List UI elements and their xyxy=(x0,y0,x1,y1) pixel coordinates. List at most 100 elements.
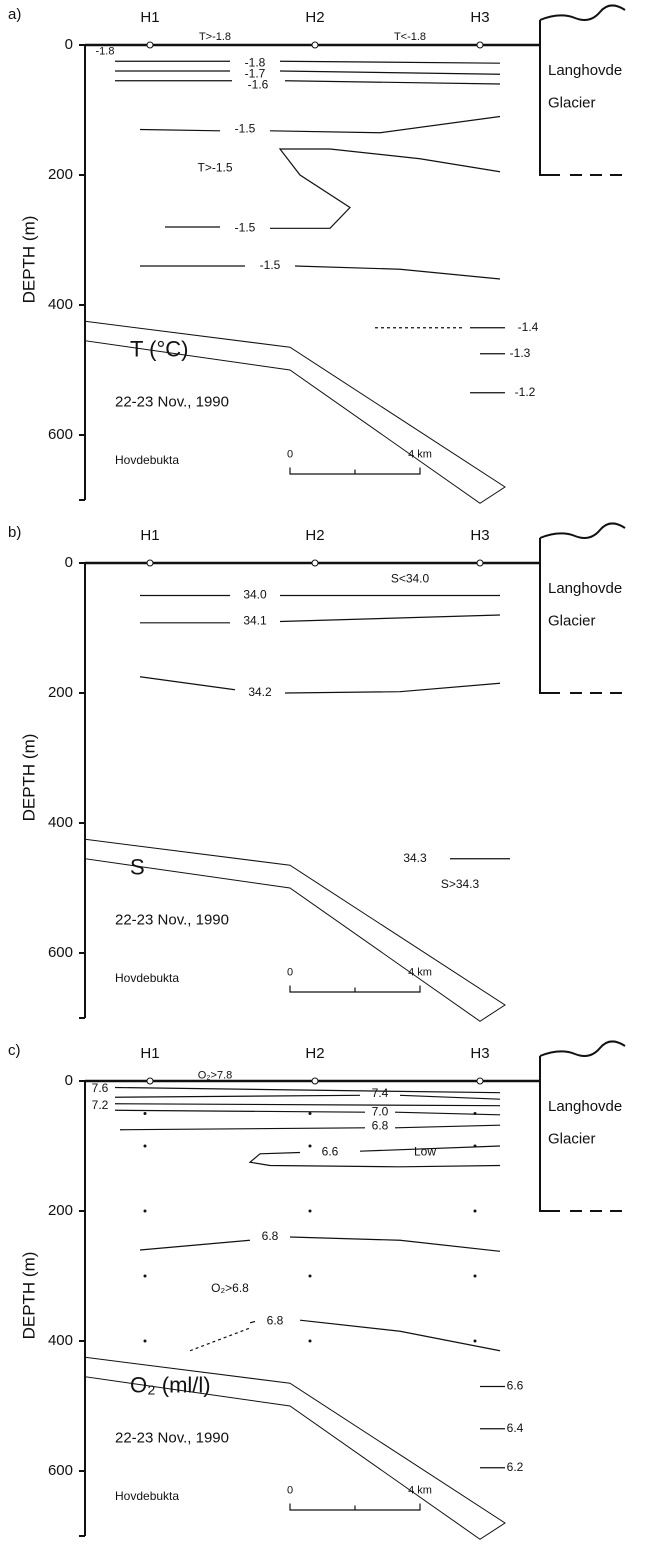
place-label: Hovdebukta xyxy=(115,971,179,985)
tick-label: 0 xyxy=(65,36,73,53)
date-label: 22-23 Nov., 1990 xyxy=(115,393,229,410)
tick-label: 400 xyxy=(48,1332,73,1349)
contour-label: -1.2 xyxy=(515,385,536,399)
sample-dot xyxy=(143,1112,147,1115)
station-label: H2 xyxy=(305,1045,324,1062)
contour-label: 34.1 xyxy=(243,614,267,628)
panel-letter: a) xyxy=(8,6,21,23)
contour-label: 6.8 xyxy=(372,1119,389,1133)
contour xyxy=(359,1145,501,1152)
contour-label: O₂>6.8 xyxy=(211,1281,249,1295)
sea-floor xyxy=(84,838,506,1022)
tick-label: 400 xyxy=(48,296,73,313)
contour-label: 6.4 xyxy=(507,1421,524,1435)
glacier-label: Langhovde xyxy=(548,580,622,597)
contour-label: -1.4 xyxy=(518,320,539,334)
contour-label: T>-1.8 xyxy=(199,31,231,43)
sample-dot xyxy=(143,1209,147,1213)
axis-label: DEPTH (m) xyxy=(19,1252,38,1340)
contour xyxy=(394,1111,501,1116)
panel-letter: b) xyxy=(8,524,21,541)
contour xyxy=(249,1320,256,1324)
scale-label: 4 km xyxy=(408,1484,432,1496)
contour-label: 6.2 xyxy=(507,1460,524,1474)
station xyxy=(476,1077,484,1085)
date-label: 22-23 Nov., 1990 xyxy=(115,911,229,928)
station-label: H2 xyxy=(305,9,324,26)
sea-floor xyxy=(84,320,506,504)
contour-label: 7.6 xyxy=(92,1081,109,1095)
contour xyxy=(299,1319,501,1352)
contour-label: O₂>7.8 xyxy=(198,1070,233,1082)
scale-bar xyxy=(289,985,421,993)
sample-dot xyxy=(308,1144,312,1148)
glacier-label: Glacier xyxy=(548,612,596,629)
contour-label: -1.5 xyxy=(260,258,281,272)
contour-label: 34.0 xyxy=(243,588,267,602)
scale-bar xyxy=(289,1503,421,1511)
contour-label: 6.6 xyxy=(507,1379,524,1393)
station xyxy=(146,1077,154,1085)
station xyxy=(146,41,154,49)
contour xyxy=(269,115,501,134)
contour-label: 7.0 xyxy=(372,1104,389,1118)
scale-label: 4 km xyxy=(408,966,432,978)
tick-label: 0 xyxy=(65,1072,73,1089)
sample-dot xyxy=(473,1339,477,1343)
contour-label: T<-1.8 xyxy=(394,31,426,43)
glacier-label: Glacier xyxy=(548,1130,596,1147)
contour xyxy=(114,1109,366,1113)
contour-label: Low xyxy=(414,1145,436,1159)
station-label: H1 xyxy=(140,527,159,544)
glacier-label: Langhovde xyxy=(548,62,622,79)
contour xyxy=(248,1151,501,1168)
contour xyxy=(139,1239,251,1251)
panel: b) 0 200 400 600 DEPTH (m) H1 H2 H3 Langhovde Glac… xyxy=(8,522,630,1022)
contour xyxy=(279,614,501,623)
contour xyxy=(284,80,501,85)
sample-dot xyxy=(143,1339,147,1343)
contour-label: 34.2 xyxy=(248,685,272,699)
scale-label: 0 xyxy=(287,966,293,978)
variable-label: O₂ (ml/l) xyxy=(130,1372,211,1397)
contour xyxy=(284,682,501,694)
glacier xyxy=(539,1040,626,1212)
sample-dot xyxy=(473,1209,477,1213)
tick-label: 200 xyxy=(48,684,73,701)
contour-label: -1.8 xyxy=(245,55,266,69)
sample-dot xyxy=(308,1274,312,1278)
station-label: H2 xyxy=(305,527,324,544)
tick-label: 400 xyxy=(48,814,73,831)
station xyxy=(476,41,484,49)
axis-label: DEPTH (m) xyxy=(19,216,38,304)
sample-dot xyxy=(308,1112,312,1115)
sample-dot xyxy=(143,1144,147,1148)
contour-label: S>34.3 xyxy=(441,877,480,891)
scale-bar xyxy=(289,467,421,475)
contour-label: -1.5 xyxy=(235,122,256,136)
contour xyxy=(139,676,236,691)
scale-label: 0 xyxy=(287,448,293,460)
sample-dot xyxy=(308,1209,312,1213)
scale-label: 0 xyxy=(287,1484,293,1496)
contour-label: 6.6 xyxy=(322,1145,339,1159)
contour-label: -1.7 xyxy=(245,66,266,80)
contour xyxy=(289,1236,501,1252)
station xyxy=(146,559,154,567)
glacier xyxy=(539,522,626,694)
contour-label: -1.5 xyxy=(235,220,256,234)
contour-label: T>-1.5 xyxy=(197,161,232,175)
station-label: H1 xyxy=(140,9,159,26)
scale-label: 4 km xyxy=(408,448,432,460)
glacier xyxy=(539,4,626,176)
contour xyxy=(119,1127,366,1131)
contour xyxy=(279,60,501,64)
contour xyxy=(394,1124,501,1129)
contour xyxy=(114,1103,501,1107)
axis-label: DEPTH (m) xyxy=(19,734,38,822)
station-label: H3 xyxy=(470,527,489,544)
contour xyxy=(279,70,501,75)
contour-label: 6.8 xyxy=(262,1229,279,1243)
tick-label: 600 xyxy=(48,1462,73,1479)
contour xyxy=(270,148,501,229)
